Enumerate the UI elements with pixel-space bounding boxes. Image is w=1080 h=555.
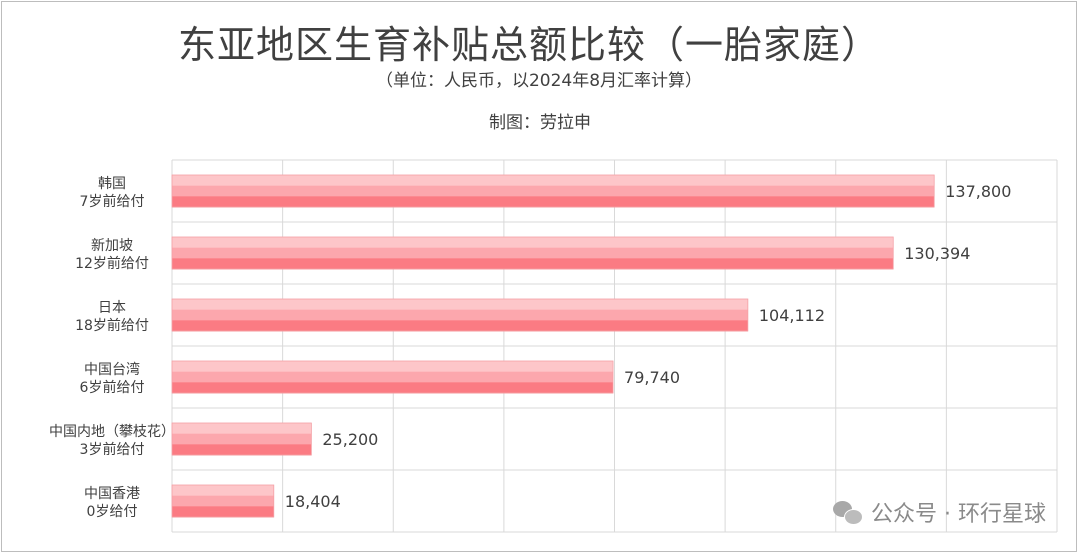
bar	[171, 422, 312, 456]
chart-credit: 制图：劳拉申	[489, 113, 591, 133]
chart-title: 东亚地区生育补贴总额比较（一胎家庭）	[177, 23, 880, 67]
category-label: 中国香港 0岁给付	[84, 486, 140, 520]
bar	[171, 484, 275, 518]
bar	[171, 174, 935, 208]
data-label: 130,394	[904, 244, 970, 263]
data-label: 104,112	[759, 306, 825, 325]
data-label: 137,800	[945, 182, 1011, 201]
category-label: 韩国 7岁前给付	[80, 176, 145, 210]
category-label: 新加坡 12岁前给付	[75, 238, 149, 272]
wechat-icon	[833, 501, 864, 525]
chart-subtitle: （单位：人民币，以2024年8月汇率计算）	[375, 71, 703, 91]
bar	[171, 298, 749, 332]
category-label: 中国内地（攀枝花） 3岁前给付	[49, 424, 175, 458]
data-label: 79,740	[624, 368, 680, 387]
bar	[171, 236, 894, 270]
bar	[171, 360, 614, 394]
data-label: 25,200	[322, 430, 378, 449]
data-label: 18,404	[285, 492, 341, 511]
watermark-text: 公众号 · 环行星球	[871, 502, 1046, 527]
category-label: 中国台湾 6岁前给付	[80, 361, 145, 396]
watermark: 公众号 · 环行星球	[833, 496, 1046, 528]
category-label: 日本 18岁前给付	[75, 300, 149, 334]
